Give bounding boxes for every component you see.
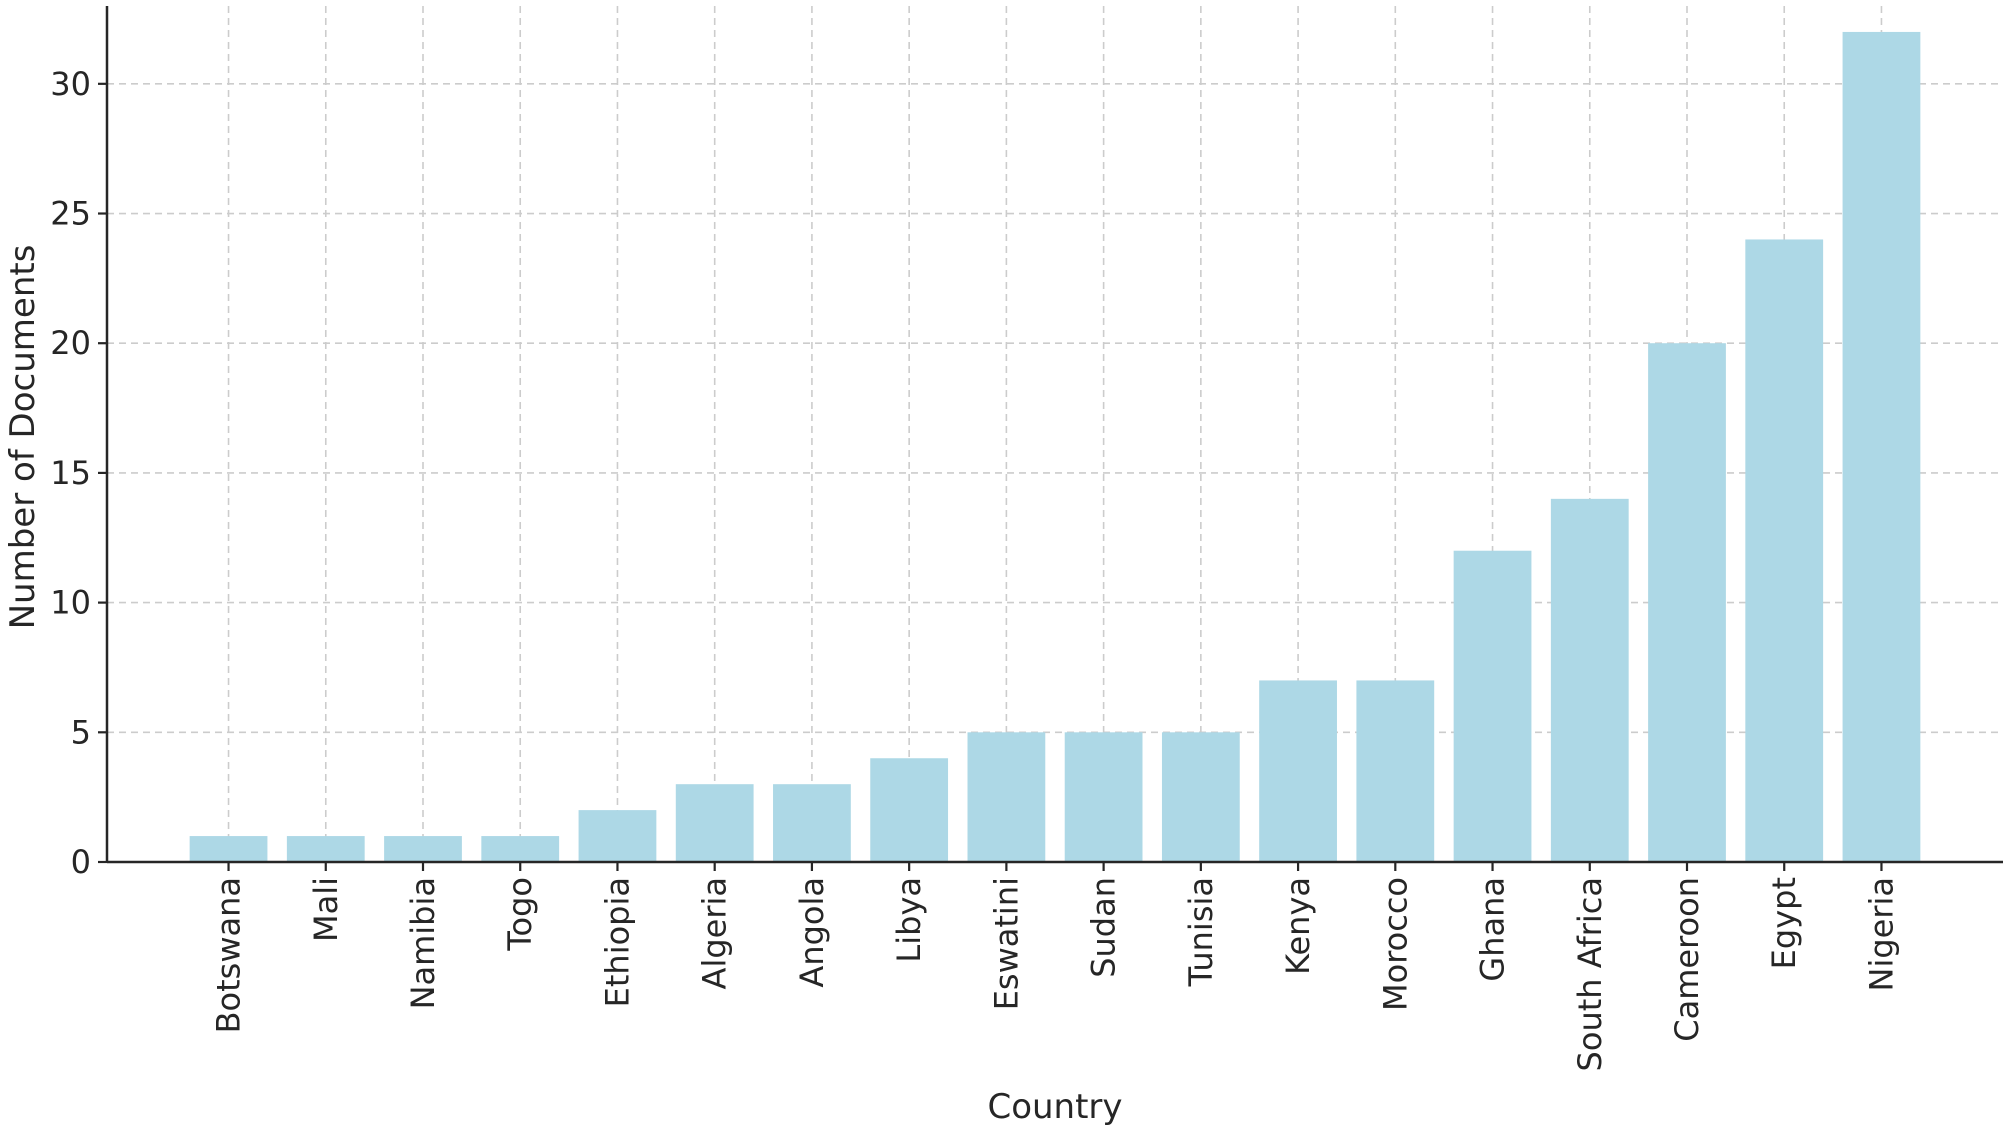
x-tick-label: Namibia xyxy=(404,877,442,1009)
x-tick-label: Eswatini xyxy=(987,877,1025,1010)
y-tick-label: 0 xyxy=(71,843,91,881)
x-tick-label: Tunisia xyxy=(1182,877,1220,987)
bar-morocco xyxy=(1356,680,1435,862)
bar-algeria xyxy=(675,784,754,862)
y-tick-label: 10 xyxy=(50,584,91,622)
y-tick-label: 20 xyxy=(50,324,91,362)
y-tick-label: 25 xyxy=(50,195,91,233)
y-axis-label: Number of Documents xyxy=(3,245,43,630)
bar-ghana xyxy=(1453,550,1532,862)
bar-botswana xyxy=(189,836,268,862)
bar-eswatini xyxy=(967,732,1046,862)
x-tick-label: Sudan xyxy=(1085,877,1123,978)
bar-togo xyxy=(481,836,560,862)
bar-ethiopia xyxy=(578,810,657,862)
bar-tunisia xyxy=(1161,732,1240,862)
y-tick-label: 30 xyxy=(50,65,91,103)
bar-namibia xyxy=(384,836,462,862)
x-tick-label: Morocco xyxy=(1376,877,1414,1011)
x-tick-label: Cameroon xyxy=(1668,877,1706,1042)
x-axis-label: Country xyxy=(987,1087,1122,1127)
bar-nigeria xyxy=(1842,31,1921,863)
x-tick-label: Mali xyxy=(307,877,345,942)
x-tick-label: Nigeria xyxy=(1862,877,1900,991)
x-tick-label: South Africa xyxy=(1571,877,1609,1071)
bar-south-africa xyxy=(1550,498,1629,862)
bar-libya xyxy=(870,758,949,862)
x-tick-label: Kenya xyxy=(1279,877,1317,975)
bar-cameroon xyxy=(1648,343,1726,862)
y-tick-label: 5 xyxy=(71,713,91,751)
x-tick-label: Ethiopia xyxy=(598,877,636,1007)
ticks-layer: 0 5 10 15 20 25 30 Botswana Mali Namibia Togo Ethio… xyxy=(50,65,1900,1072)
x-tick-label: Botswana xyxy=(210,877,248,1033)
bar-sudan xyxy=(1064,732,1143,862)
y-tick-label: 15 xyxy=(50,454,91,492)
x-tick-label: Angola xyxy=(793,877,831,988)
bars-layer xyxy=(189,31,1921,863)
x-tick-label: Egypt xyxy=(1765,877,1803,969)
x-tick-label: Libya xyxy=(890,877,928,963)
bar-kenya xyxy=(1259,680,1337,862)
bar-angola xyxy=(773,784,851,862)
bar-egypt xyxy=(1745,239,1824,863)
bar-mali xyxy=(286,836,365,862)
x-tick-label: Algeria xyxy=(696,877,734,989)
x-tick-label: Ghana xyxy=(1474,877,1512,982)
x-tick-label: Togo xyxy=(501,877,539,952)
